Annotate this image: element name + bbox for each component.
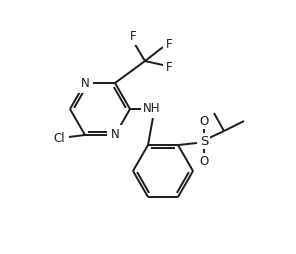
Text: O: O (200, 154, 209, 168)
Text: F: F (166, 38, 172, 51)
Text: O: O (200, 115, 209, 128)
Text: F: F (130, 29, 136, 42)
Text: Cl: Cl (53, 133, 65, 146)
Text: S: S (200, 135, 208, 148)
Text: NH: NH (143, 103, 161, 116)
Text: N: N (111, 129, 119, 141)
Text: F: F (166, 60, 172, 73)
Text: N: N (81, 76, 89, 89)
